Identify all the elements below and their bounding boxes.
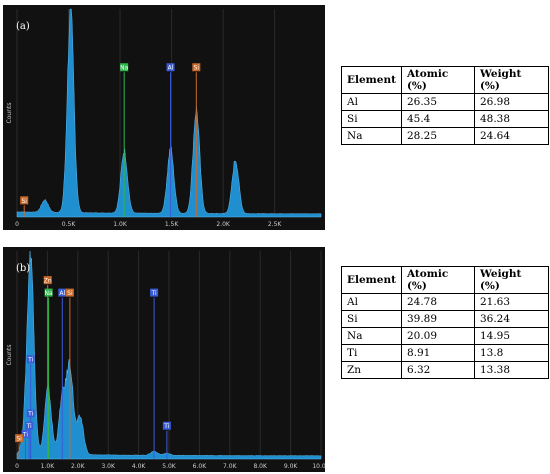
element-marker-tag bbox=[20, 196, 29, 205]
element-marker-tag bbox=[15, 434, 24, 443]
element-marker-label: Na bbox=[120, 65, 128, 72]
element-marker-label: Al bbox=[168, 65, 174, 72]
cell-weight: 13.8 bbox=[473, 344, 549, 362]
spectrum-area bbox=[16, 8, 322, 218]
table-row: Zn 6.32 13.38 bbox=[341, 361, 549, 379]
x-tick-label: 7.0K bbox=[223, 463, 238, 470]
cell-weight: 48.38 bbox=[473, 110, 549, 128]
element-marker-tag bbox=[44, 288, 53, 297]
table-row: Si 45.4 48.38 bbox=[341, 110, 549, 128]
cell-weight: 21.63 bbox=[473, 293, 549, 311]
x-tick-label: 8.0K bbox=[253, 463, 268, 470]
composition-table-b: Element Atomic (%) Weight (%) Al 24.78 2… bbox=[341, 266, 549, 379]
x-tick-label: 3.0K bbox=[101, 463, 116, 470]
table-row: Ti 8.91 13.8 bbox=[341, 344, 549, 362]
y-axis-label: Counts bbox=[6, 103, 13, 124]
header-element: Element bbox=[341, 266, 402, 294]
x-tick-label: 9.0K bbox=[284, 463, 299, 470]
element-marker-tag bbox=[25, 421, 34, 430]
x-tick-label: 0 bbox=[15, 221, 19, 228]
x-tick-label: 5.0K bbox=[162, 463, 177, 470]
element-marker-label: Si bbox=[194, 65, 200, 72]
element-marker-tag bbox=[192, 63, 201, 72]
header-atomic: Atomic (%) bbox=[400, 66, 475, 94]
element-marker-label: Ti bbox=[22, 432, 28, 439]
cell-element: Al bbox=[341, 93, 402, 111]
cell-element: Na bbox=[341, 127, 402, 145]
cell-atomic: 26.35 bbox=[400, 93, 475, 111]
element-marker-label: Al bbox=[59, 290, 65, 297]
x-tick-label: 1.0K bbox=[41, 463, 56, 470]
element-marker-tag bbox=[162, 421, 171, 430]
x-tick-label: 2.5K bbox=[268, 221, 283, 228]
header-element: Element bbox=[341, 66, 402, 94]
cell-element: Ti bbox=[341, 344, 402, 362]
x-tick-label: 1.5K bbox=[165, 221, 180, 228]
cell-atomic: 24.78 bbox=[400, 293, 475, 311]
x-tick-label: 0 bbox=[15, 463, 19, 470]
x-tick-label: 1.0K bbox=[113, 221, 128, 228]
cell-weight: 24.64 bbox=[473, 127, 549, 145]
cell-weight: 26.98 bbox=[473, 93, 549, 111]
element-marker-tag bbox=[26, 355, 35, 364]
eds-spectrum-a: Na Al Si Si 0 0.5K 1.0K 1.5K 2.0K 2.5K Counts (a) bbox=[3, 5, 325, 230]
element-marker-label: Na bbox=[45, 290, 53, 297]
element-marker-tag bbox=[43, 276, 52, 285]
element-marker-tag bbox=[166, 63, 175, 72]
element-marker-label: Si bbox=[16, 436, 22, 443]
element-marker-tag bbox=[150, 288, 159, 297]
element-marker-label: Ti bbox=[151, 290, 157, 297]
cell-atomic: 20.09 bbox=[400, 327, 475, 345]
element-marker-label: Ti bbox=[163, 423, 169, 430]
element-marker-tag bbox=[65, 288, 74, 297]
element-marker-tag bbox=[120, 63, 129, 72]
cell-element: Zn bbox=[341, 361, 402, 379]
composition-table-a: Element Atomic (%) Weight (%) Al 26.35 2… bbox=[341, 66, 549, 145]
eds-spectrum-b: Zn Na Al Si Ti Ti Ti Ti Ti Ti Si 0 1.0K 2.0K 3.0K 4.0K 5… bbox=[3, 247, 325, 472]
spectrum-chart-a: Na Al Si Si 0 0.5K 1.0K 1.5K 2.0K 2.5K Counts (a) bbox=[6, 8, 322, 228]
table-row: Al 24.78 21.63 bbox=[341, 293, 549, 311]
element-marker-tag bbox=[58, 288, 67, 297]
cell-weight: 36.24 bbox=[473, 310, 549, 328]
panel-label: (b) bbox=[16, 263, 30, 274]
cell-element: Si bbox=[341, 110, 402, 128]
table-row: Al 26.35 26.98 bbox=[341, 93, 549, 111]
table-header-row: Element Atomic (%) Weight (%) bbox=[341, 266, 549, 294]
cell-element: Si bbox=[341, 310, 402, 328]
cell-atomic: 6.32 bbox=[400, 361, 475, 379]
element-marker-label: Si bbox=[67, 290, 73, 297]
x-tick-label: 10.0K bbox=[312, 463, 325, 470]
x-tick-label: 6.0K bbox=[193, 463, 208, 470]
element-marker-label: Ti bbox=[26, 423, 32, 430]
header-weight: Weight (%) bbox=[473, 66, 549, 94]
table-row: Si 39.89 36.24 bbox=[341, 310, 549, 328]
table-header-row: Element Atomic (%) Weight (%) bbox=[341, 66, 549, 94]
x-tick-label: 2.0K bbox=[71, 463, 86, 470]
panel-label: (a) bbox=[16, 21, 30, 32]
element-marker-label: Ti bbox=[27, 411, 33, 418]
element-marker-tag bbox=[26, 409, 35, 418]
element-marker-label: Si bbox=[21, 198, 27, 205]
cell-element: Al bbox=[341, 293, 402, 311]
table-row: Na 20.09 14.95 bbox=[341, 327, 549, 345]
x-tick-label: 0.5K bbox=[62, 221, 77, 228]
cell-atomic: 39.89 bbox=[400, 310, 475, 328]
x-tick-label: 2.0K bbox=[216, 221, 231, 228]
table-row: Na 28.25 24.64 bbox=[341, 127, 549, 145]
cell-atomic: 8.91 bbox=[400, 344, 475, 362]
header-weight: Weight (%) bbox=[473, 266, 549, 294]
y-axis-label: Counts bbox=[6, 345, 13, 366]
cell-atomic: 45.4 bbox=[400, 110, 475, 128]
element-marker-label: Zn bbox=[44, 278, 52, 285]
cell-element: Na bbox=[341, 327, 402, 345]
cell-weight: 13.38 bbox=[473, 361, 549, 379]
cell-atomic: 28.25 bbox=[400, 127, 475, 145]
element-marker-tag bbox=[21, 430, 30, 439]
element-marker-label: Ti bbox=[27, 357, 33, 364]
cell-weight: 14.95 bbox=[473, 327, 549, 345]
x-tick-label: 4.0K bbox=[132, 463, 147, 470]
header-atomic: Atomic (%) bbox=[400, 266, 475, 294]
